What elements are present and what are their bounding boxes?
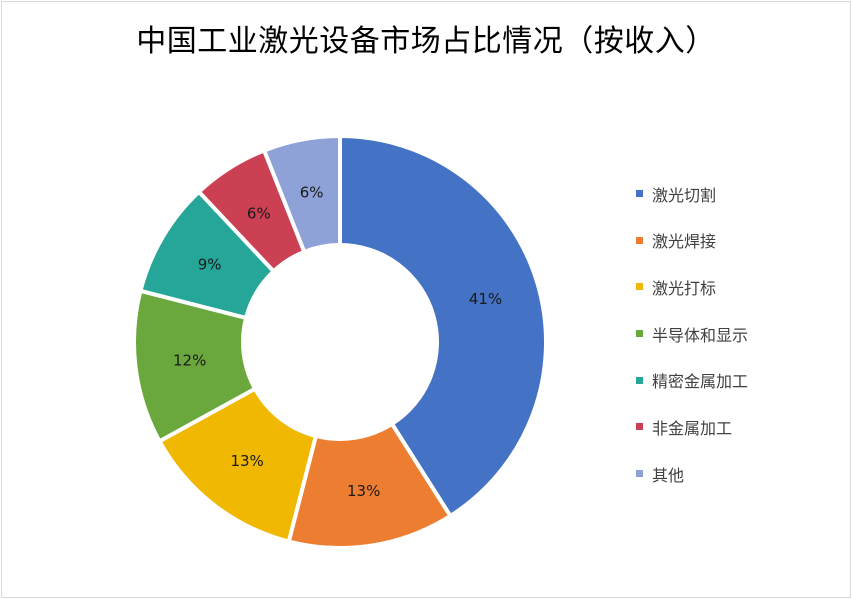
legend-label: 激光切割 (652, 185, 717, 205)
data-label: 13% (347, 482, 380, 500)
data-label: 6% (247, 205, 271, 223)
legend-swatch-icon (636, 330, 643, 338)
data-label: 9% (198, 255, 222, 273)
legend-item: 其他 (636, 462, 748, 485)
legend-label: 激光焊接 (652, 232, 717, 252)
legend-item: 半导体和显示 (636, 322, 748, 345)
chart-title: 中国工业激光设备市场占比情况（按收入） (136, 24, 716, 59)
data-label: 12% (173, 351, 206, 369)
donut-slice (261, 133, 342, 255)
data-label: 13% (230, 452, 263, 470)
legend-item: 激光焊接 (636, 229, 748, 252)
legend-item: 精密金属加工 (636, 369, 748, 392)
legend: 激光切割激光焊接激光打标半导体和显示 精密金属加工 非金属加工其他 (636, 182, 748, 509)
legend-item: 激光切割 (636, 182, 748, 205)
donut-slice (286, 421, 454, 550)
legend-label: 其他 (652, 465, 685, 485)
donut-slice (338, 133, 548, 519)
legend-swatch-icon (636, 376, 643, 384)
legend-swatch-icon (636, 470, 643, 478)
legend-swatch-icon (636, 423, 643, 431)
legend-label: 激光打标 (652, 278, 717, 298)
data-label: 6% (300, 184, 324, 202)
legend-swatch-icon (636, 236, 643, 244)
data-label: 41% (469, 290, 502, 308)
legend-label: 半导体和显示 (652, 325, 749, 345)
legend-swatch-icon (636, 283, 643, 291)
donut-slice (156, 386, 319, 544)
legend-swatch-icon (636, 190, 643, 197)
legend-item: 非金属加工 (636, 415, 748, 438)
legend-label: 非金属加工 (652, 418, 733, 438)
legend-label: 精密金属加工 (652, 372, 749, 392)
legend-item: 激光打标 (636, 275, 748, 298)
